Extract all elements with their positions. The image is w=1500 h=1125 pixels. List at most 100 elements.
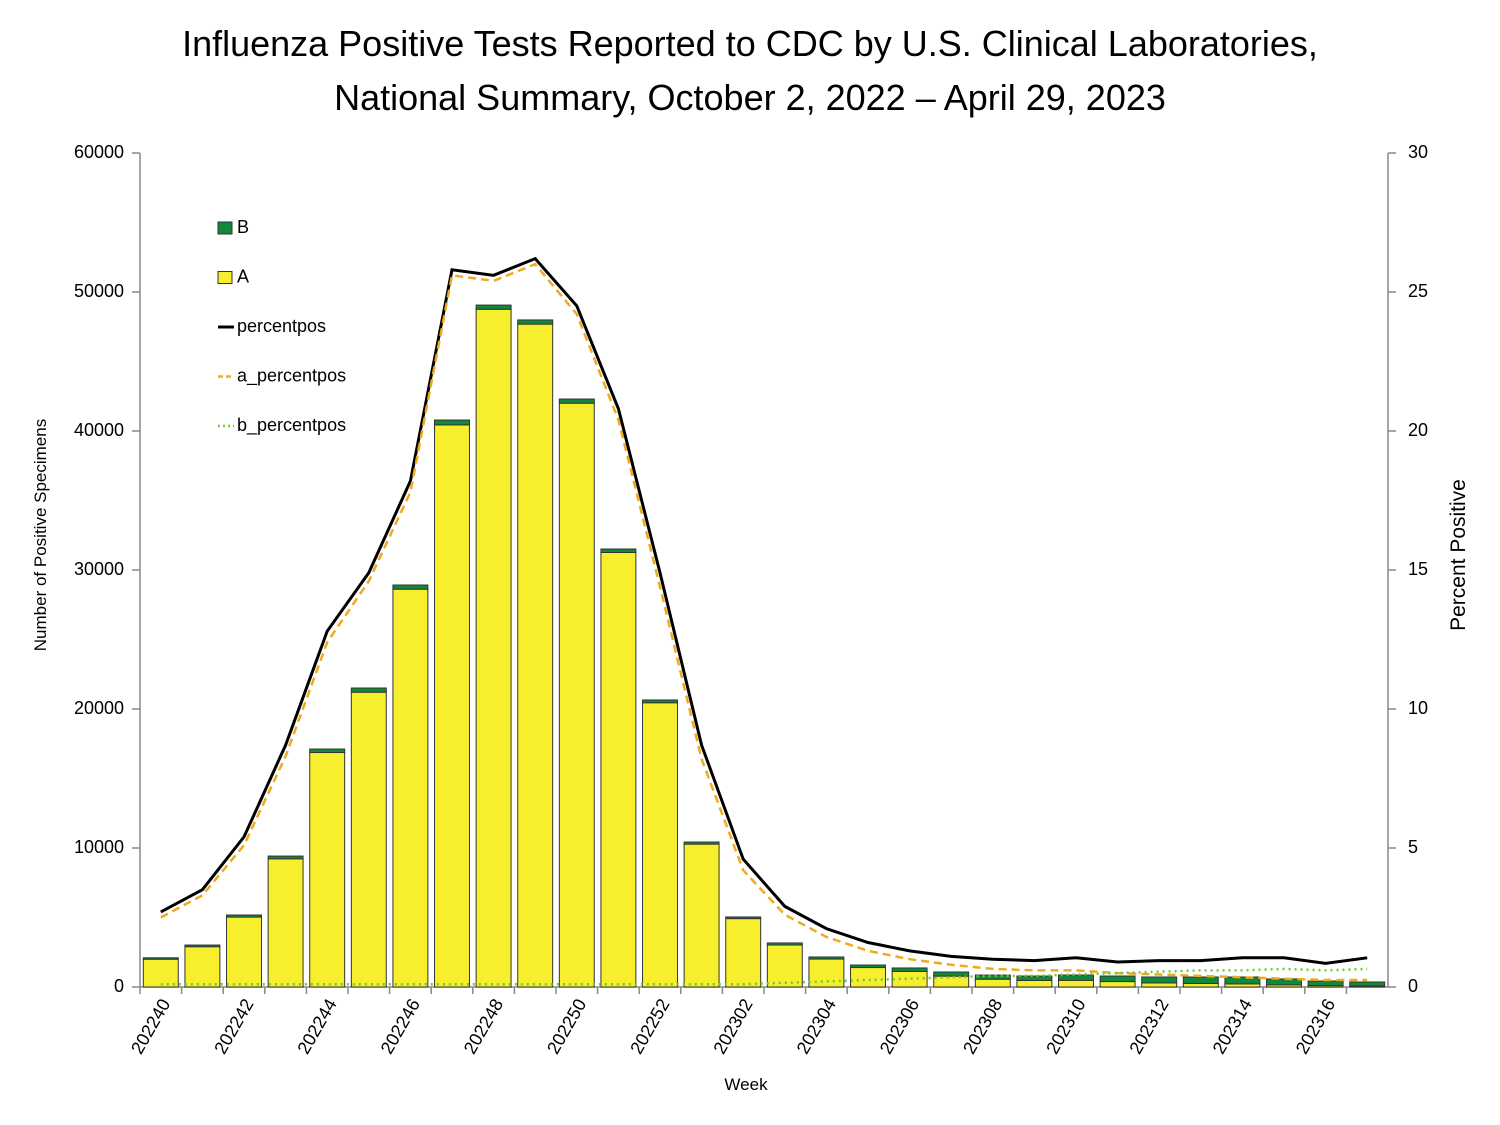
bar <box>933 971 970 977</box>
y2-tick-label: 15 <box>1408 559 1428 579</box>
y2-tick-label: 20 <box>1408 420 1428 440</box>
x-tick-label: 202306 <box>876 995 923 1057</box>
x-tick-label: 202242 <box>210 995 257 1057</box>
bar <box>642 699 678 704</box>
bar <box>766 944 803 988</box>
line-solid <box>160 256 1368 965</box>
bar <box>974 974 1011 980</box>
y2-tick-label: 10 <box>1408 698 1428 718</box>
x-tick-label: 202312 <box>1125 995 1172 1057</box>
legend-swatch <box>217 271 233 284</box>
x-tick-label: 202302 <box>709 995 756 1057</box>
x-tick-label: 202252 <box>626 995 673 1057</box>
bar <box>226 916 262 988</box>
bar <box>309 752 346 988</box>
bar <box>1141 976 1178 984</box>
bar <box>142 958 179 988</box>
y2-axis-label: Percent Positive <box>1447 479 1470 631</box>
y2-tick-label: 0 <box>1408 976 1418 996</box>
bar <box>558 402 595 988</box>
bar <box>558 398 595 404</box>
x-tick-label: 202240 <box>127 995 174 1057</box>
bar <box>226 914 262 918</box>
y-tick-label: 10000 <box>74 837 124 857</box>
y2-tick-label: 25 <box>1408 281 1428 301</box>
y2-tick-label: 30 <box>1408 142 1428 162</box>
bar <box>434 419 470 426</box>
bar <box>267 855 304 860</box>
legend-label: percentpos <box>237 316 326 336</box>
bar <box>517 323 554 988</box>
bar <box>1141 982 1178 988</box>
bar <box>1182 976 1219 985</box>
bar <box>642 702 678 988</box>
bar <box>1099 981 1136 988</box>
bar <box>766 942 803 946</box>
bar <box>475 308 512 988</box>
bar <box>1307 980 1344 987</box>
chart-title: National Summary, October 2, 2022 – Apri… <box>334 77 1166 118</box>
bar <box>434 424 470 988</box>
legend-swatch <box>217 221 233 235</box>
y-tick-label: 0 <box>114 976 124 996</box>
bar <box>808 956 845 960</box>
bar <box>725 918 762 988</box>
x-tick-label: 202250 <box>543 995 590 1057</box>
y-tick-label: 20000 <box>74 698 124 718</box>
bar <box>392 588 429 988</box>
x-tick-label: 202310 <box>1042 995 1089 1057</box>
bar <box>808 958 845 988</box>
bar <box>683 841 720 845</box>
bar <box>142 957 179 960</box>
x-tick-label: 202248 <box>460 995 507 1057</box>
bar <box>974 978 1011 988</box>
bar <box>184 946 221 988</box>
bar <box>725 916 762 920</box>
x-tick-label: 202246 <box>377 995 424 1057</box>
y-tick-label: 40000 <box>74 420 124 440</box>
y-axis-label: Number of Positive Specimens <box>31 419 50 651</box>
bar <box>1182 983 1219 988</box>
bar <box>1099 975 1136 983</box>
bar <box>350 687 387 693</box>
legend-label: A <box>237 266 249 286</box>
x-tick-label: 202308 <box>959 995 1006 1057</box>
legend-label: a_percentpos <box>237 365 346 386</box>
x-tick-label: 202304 <box>793 995 840 1057</box>
legend-label: b_percentpos <box>237 415 346 436</box>
y2-tick-label: 5 <box>1408 837 1418 857</box>
bar <box>392 584 429 590</box>
chart-title: Influenza Positive Tests Reported to CDC… <box>182 23 1318 64</box>
bar <box>1016 979 1053 988</box>
bar <box>1058 979 1094 988</box>
bar <box>600 551 637 988</box>
y-tick-label: 50000 <box>74 281 124 301</box>
x-tick-label: 202244 <box>293 995 340 1057</box>
bar <box>600 548 637 553</box>
bar <box>1058 974 1094 981</box>
line-dashed <box>160 262 1368 982</box>
bar <box>1016 975 1053 981</box>
bar <box>933 975 970 988</box>
y-tick-label: 60000 <box>74 142 124 162</box>
bar <box>1349 981 1386 987</box>
x-tick-label: 202316 <box>1292 995 1339 1057</box>
bar <box>850 964 886 969</box>
bar <box>475 304 512 310</box>
bar <box>1224 976 1261 985</box>
bar <box>517 319 554 325</box>
bar <box>891 970 928 988</box>
y-tick-label: 30000 <box>74 559 124 579</box>
bar <box>350 691 387 988</box>
bar <box>309 748 346 754</box>
bar <box>891 967 928 972</box>
legend-label: B <box>237 217 249 237</box>
bar <box>850 967 886 988</box>
x-tick-label: 202314 <box>1209 995 1256 1057</box>
x-axis-label: Week <box>724 1075 768 1094</box>
bar <box>683 843 720 988</box>
bar <box>184 944 221 948</box>
bar <box>1266 978 1302 986</box>
